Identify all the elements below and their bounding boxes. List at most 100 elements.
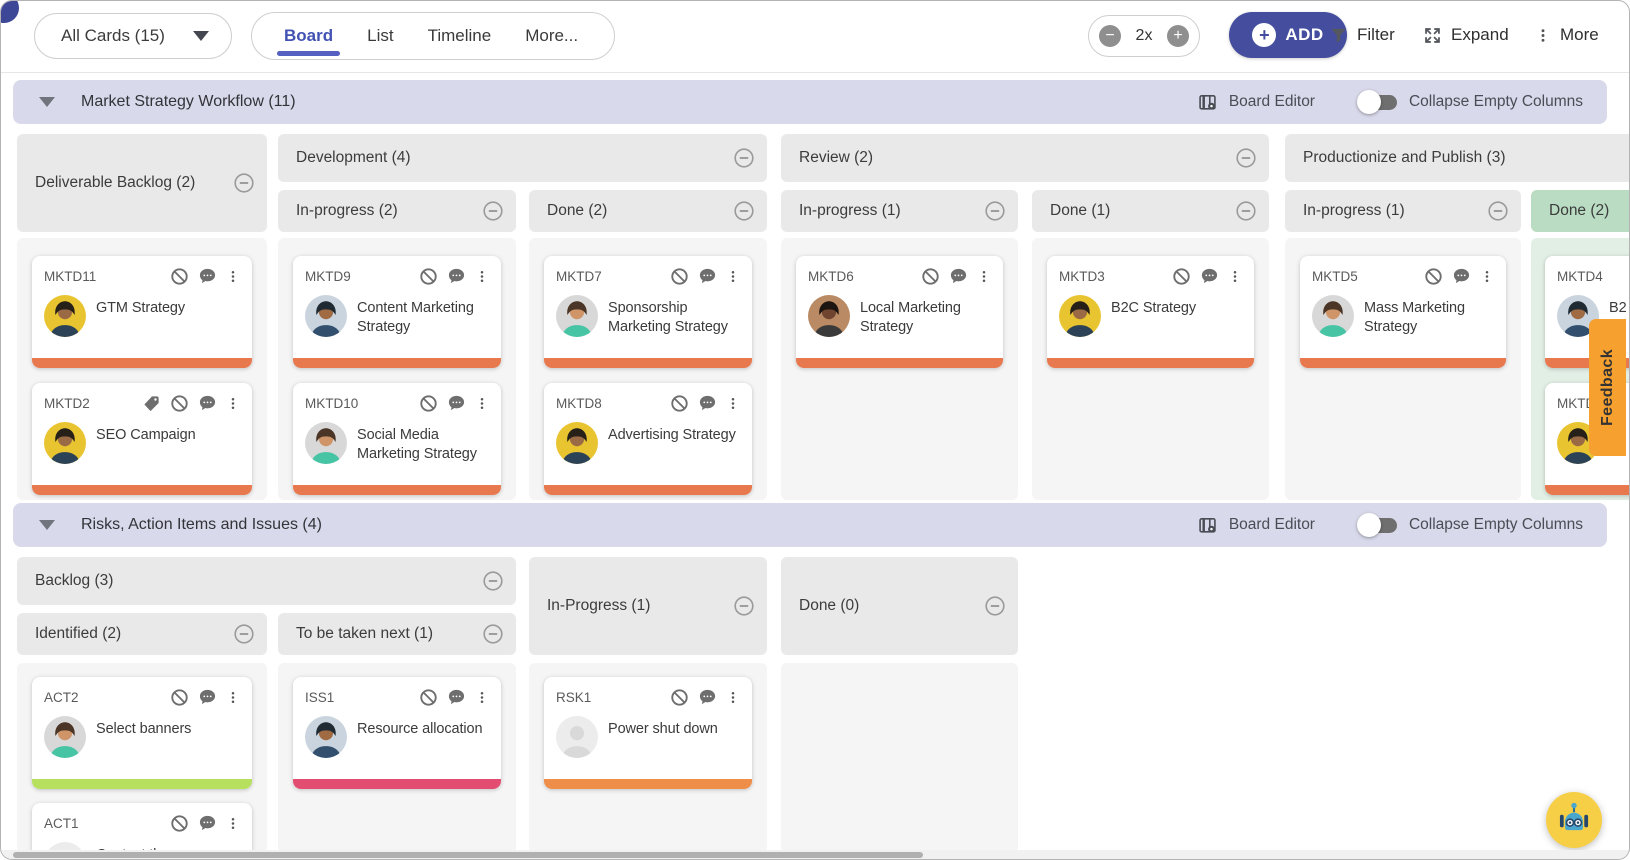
zoom-in-button[interactable]: +	[1167, 25, 1189, 47]
swimlane-header-risks-actions-issues: Risks, Action Items and Issues (4) Board…	[13, 503, 1607, 547]
kebab-icon[interactable]	[1228, 267, 1242, 286]
add-button[interactable]: + ADD	[1229, 12, 1347, 58]
card-title: Sponsorship Marketing Strategy	[608, 300, 728, 335]
zoom-out-button[interactable]: −	[1099, 25, 1121, 47]
tag-icon[interactable]	[142, 394, 161, 413]
minus-circle-icon[interactable]	[1487, 200, 1509, 222]
blocked-icon[interactable]	[170, 394, 189, 413]
feedback-tab[interactable]: Feedback	[1589, 319, 1626, 456]
kebab-icon[interactable]	[475, 267, 489, 286]
chatbot-button[interactable]	[1546, 792, 1602, 848]
card-mktd8[interactable]: MKTD8 Advertising Strategy	[544, 383, 752, 495]
minus-circle-icon[interactable]	[482, 200, 504, 222]
card-mktd4[interactable]: MKTD4 B2	[1545, 256, 1629, 368]
collapse-lane-icon[interactable]	[39, 97, 55, 107]
cards-filter-dropdown[interactable]: All Cards (15)	[34, 13, 232, 59]
kebab-icon[interactable]	[226, 394, 240, 413]
kebab-icon[interactable]	[475, 688, 489, 707]
blocked-icon[interactable]	[170, 267, 189, 286]
comment-icon[interactable]	[447, 394, 466, 413]
card-iss1[interactable]: ISS1 Resource allocation	[293, 677, 501, 789]
comment-icon[interactable]	[1200, 267, 1219, 286]
comment-icon[interactable]	[447, 267, 466, 286]
tab-list[interactable]: List	[367, 26, 394, 45]
blocked-icon[interactable]	[170, 688, 189, 707]
column-title: Deliverable Backlog (2)	[35, 173, 196, 191]
comment-icon[interactable]	[447, 688, 466, 707]
card-title: GTM Strategy	[96, 300, 186, 316]
blocked-icon[interactable]	[670, 394, 689, 413]
more-button[interactable]: More	[1535, 23, 1599, 47]
comment-icon[interactable]	[1452, 267, 1471, 286]
card-mktd10[interactable]: MKTD10 Social Media Marketing Strategy	[293, 383, 501, 495]
comment-icon[interactable]	[198, 688, 217, 707]
minus-circle-icon[interactable]	[233, 623, 255, 645]
blocked-icon[interactable]	[419, 394, 438, 413]
board-editor-label[interactable]: Board Editor	[1228, 516, 1315, 533]
comment-icon[interactable]	[198, 394, 217, 413]
kebab-icon[interactable]	[977, 267, 991, 286]
board-editor-icon[interactable]	[1198, 93, 1217, 112]
minus-circle-icon[interactable]	[482, 623, 504, 645]
comment-icon[interactable]	[698, 688, 717, 707]
comment-icon[interactable]	[198, 267, 217, 286]
kebab-icon[interactable]	[226, 814, 240, 833]
blocked-icon[interactable]	[1424, 267, 1443, 286]
card-mktd3[interactable]: MKTD3 B2C Strategy	[1047, 256, 1254, 368]
horizontal-scrollbar-thumb[interactable]	[13, 851, 923, 858]
tab-more[interactable]: More...	[525, 26, 579, 45]
card-mktd7[interactable]: MKTD7 Sponsorship Marketing Strategy	[544, 256, 752, 368]
kebab-icon[interactable]	[226, 688, 240, 707]
collapse-empty-columns-toggle[interactable]	[1356, 90, 1397, 114]
collapse-empty-columns-toggle[interactable]	[1356, 513, 1397, 537]
card-mktd11[interactable]: MKTD11 GTM Strategy	[32, 256, 252, 368]
board-editor-icon[interactable]	[1198, 516, 1217, 535]
blocked-icon[interactable]	[670, 267, 689, 286]
zoom-level: 2x	[1135, 27, 1153, 44]
kebab-icon[interactable]	[726, 394, 740, 413]
card-rsk1[interactable]: RSK1 Power shut down	[544, 677, 752, 789]
minus-circle-icon[interactable]	[984, 200, 1006, 222]
comment-icon[interactable]	[949, 267, 968, 286]
blocked-icon[interactable]	[419, 267, 438, 286]
card-title: Social Media Marketing Strategy	[357, 427, 477, 462]
comment-icon[interactable]	[198, 814, 217, 833]
kebab-icon[interactable]	[1480, 267, 1494, 286]
kebab-icon[interactable]	[726, 688, 740, 707]
card-mktd6[interactable]: MKTD6 Local Marketing Strategy	[796, 256, 1003, 368]
tab-timeline[interactable]: Timeline	[427, 26, 492, 45]
minus-circle-icon[interactable]	[233, 172, 255, 194]
minus-circle-icon[interactable]	[733, 147, 755, 169]
comment-icon[interactable]	[698, 394, 717, 413]
minus-circle-icon[interactable]	[482, 570, 504, 592]
blocked-icon[interactable]	[170, 814, 189, 833]
comment-icon[interactable]	[698, 267, 717, 286]
kebab-icon[interactable]	[475, 394, 489, 413]
card-title: SEO Campaign	[96, 427, 196, 443]
kebab-icon[interactable]	[226, 267, 240, 286]
minus-circle-icon[interactable]	[1235, 147, 1257, 169]
blocked-icon[interactable]	[670, 688, 689, 707]
expand-button[interactable]: Expand	[1423, 23, 1509, 47]
tab-board[interactable]: Board	[276, 13, 341, 59]
minus-circle-icon[interactable]	[1235, 200, 1257, 222]
minus-circle-icon[interactable]	[733, 200, 755, 222]
filter-button[interactable]: Filter	[1329, 23, 1395, 47]
collapse-empty-columns-label: Collapse Empty Columns	[1408, 93, 1583, 110]
blocked-icon[interactable]	[1172, 267, 1191, 286]
card-mktd9[interactable]: MKTD9 Content Marketing Strategy	[293, 256, 501, 368]
blocked-icon[interactable]	[921, 267, 940, 286]
collapse-lane-icon[interactable]	[39, 520, 55, 530]
filter-icon	[1329, 26, 1348, 45]
card-act2[interactable]: ACT2 Select banners	[32, 677, 252, 789]
blocked-icon[interactable]	[419, 688, 438, 707]
column-title: In-Progress (1)	[547, 597, 651, 614]
subcolumn-header-identified: Identified (2)	[17, 613, 267, 655]
card-mktd2[interactable]: MKTD2 SEO Campaign	[32, 383, 252, 495]
board-editor-label[interactable]: Board Editor	[1228, 93, 1315, 110]
card-mktd5[interactable]: MKTD5 Mass Marketing Strategy	[1300, 256, 1506, 368]
cards-filter-label: All Cards (15)	[61, 26, 165, 45]
minus-circle-icon[interactable]	[984, 595, 1006, 617]
kebab-icon[interactable]	[726, 267, 740, 286]
minus-circle-icon[interactable]	[733, 595, 755, 617]
